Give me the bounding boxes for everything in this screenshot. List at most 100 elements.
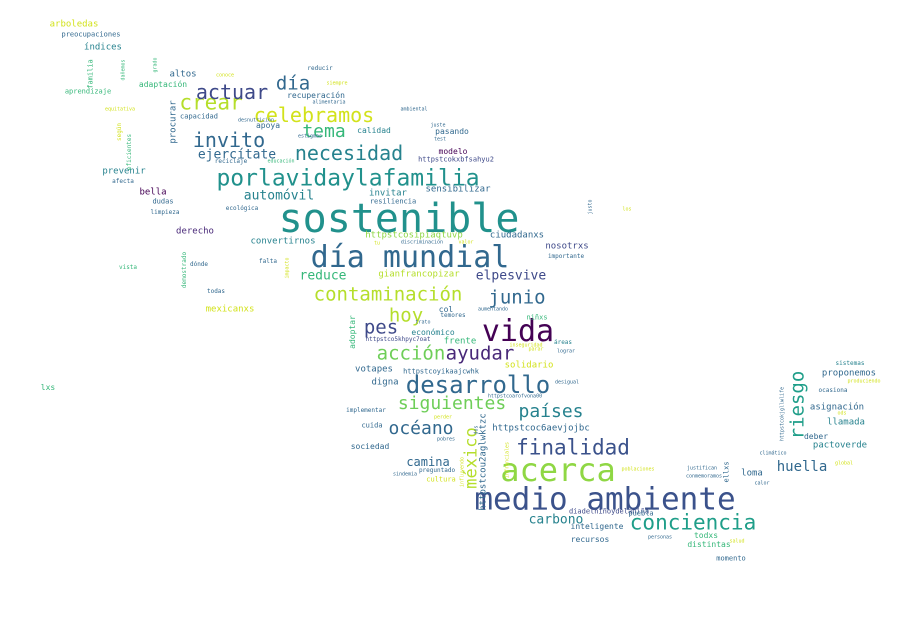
word-automovil: automóvil	[243, 188, 315, 204]
word-celebramos: celebramos	[253, 103, 375, 127]
word-diadelninoydelanina: diadelniñoydelaniña	[568, 507, 650, 516]
word-inseguridad: inseguridad	[509, 342, 543, 349]
word-adaptacion: adaptación	[138, 80, 188, 89]
word-ellxs: ellxs	[722, 461, 731, 483]
word-accion: acción	[376, 342, 446, 365]
word-lograr: lograr	[556, 348, 576, 355]
word-desarrollo: desarrollo	[405, 371, 551, 399]
word-familia: familia	[86, 59, 95, 89]
word-porlavidaylafamilia: porlavidaylafamilia	[216, 165, 480, 192]
word-preguntado: preguntado	[418, 467, 456, 474]
word-recursos: recursos	[570, 535, 610, 544]
word-valor: valor	[458, 239, 474, 246]
word-impacto: impacto	[284, 257, 291, 279]
word-calor: calor	[754, 480, 770, 487]
word-importante: importante	[547, 253, 585, 260]
word-desnutricion: desnutrición	[237, 117, 275, 124]
word-ayudar: ayudar	[445, 342, 515, 365]
word-momento: momento	[716, 554, 746, 563]
word-modelo: modelo	[438, 147, 468, 156]
word-junio: junio	[488, 286, 546, 309]
word-httpstcoyikaajcwhk: httpstcoyikaajcwhk	[403, 367, 479, 376]
word-inteligente: inteligente	[570, 522, 624, 531]
word-actuar: actuar	[195, 80, 269, 104]
word-indices: índices	[84, 42, 122, 53]
word-finalidad: finalidad	[516, 435, 630, 460]
word-puebla: puebla	[628, 509, 654, 518]
word-col: col	[438, 305, 454, 314]
word-gianfrancopizar: gianfrancopizar	[378, 269, 460, 280]
word-necesidad: necesidad	[294, 141, 404, 165]
word-economico: económico	[411, 328, 455, 337]
word-pobres: pobres	[436, 436, 456, 443]
word-hoy: hoy	[388, 304, 424, 327]
word-invito: invito	[192, 128, 266, 152]
word-global: global	[834, 460, 854, 467]
word-aumentando: aumentando	[477, 306, 509, 313]
word-danemos: dañemos	[120, 59, 127, 81]
word-paises: países	[518, 401, 584, 422]
word-juste: juste	[430, 122, 446, 129]
word-discriminacion: discriminación	[400, 239, 444, 246]
word-camina: camina	[406, 455, 450, 469]
word-conoce: conoce	[215, 72, 235, 79]
word-parar: parar	[528, 346, 544, 353]
word-todas: todas	[206, 288, 226, 295]
word-trato: trato	[415, 319, 431, 326]
word-solidario: solidario	[504, 360, 554, 371]
word-medio-ambiente: medio ambiente	[474, 481, 736, 518]
word-vista: vista	[118, 264, 138, 271]
word-frente: frente	[443, 336, 477, 347]
word-sensibilizar: sensibilizar	[425, 184, 491, 195]
word-tu: tu	[373, 240, 381, 247]
word-digna: digna	[371, 377, 399, 388]
word-vida: vida	[481, 314, 555, 349]
word-tema: tema	[302, 121, 346, 142]
word-ambiental: ambiental	[400, 106, 428, 113]
word-conciencia: conciencia	[629, 510, 757, 535]
word-preocupaciones: preocupaciones	[61, 30, 121, 39]
word-eficientes: eficientes	[126, 133, 133, 171]
word-huella: huella	[776, 459, 828, 475]
word-cuida: cuida	[361, 421, 383, 430]
word-demostrado: demostrado	[181, 251, 188, 289]
word-temores: temores	[440, 312, 466, 319]
word-influyendo: influyendo	[459, 456, 466, 488]
word-deber: deber	[803, 432, 829, 441]
word-conmemoramos: conmemoramos	[685, 473, 723, 480]
word-recuperacion: recuperación	[287, 91, 345, 100]
word-httpstcoarofvona00: httpstcoarofvona00	[487, 393, 543, 400]
word-loma: loma	[741, 468, 763, 479]
word-lxs: lxs	[40, 383, 56, 392]
word-dia-mundial: día mundial	[310, 240, 510, 275]
word-sistemas: sistemas	[835, 360, 865, 367]
word-capacidad: capacidad	[180, 112, 218, 121]
word-ecologica: ecológica	[225, 205, 259, 212]
word-falta: falta	[258, 258, 278, 265]
word-sindemia: sindemia	[392, 471, 418, 478]
word-donde: dónde	[189, 261, 209, 268]
word-produciendo: produciendo	[847, 378, 881, 385]
word-pes: pes	[363, 316, 399, 339]
word-grado: grado	[152, 57, 159, 73]
word-pasando: pasando	[435, 127, 469, 136]
word-httpstco5khpyc7oat: httpstco5khpyc7oat	[365, 336, 431, 343]
word-ciudadanxs: ciudadanxs	[489, 230, 545, 241]
word-distintas: distintas	[687, 540, 731, 549]
word-derecho: derecho	[176, 226, 214, 237]
word-ods: ods	[837, 410, 847, 417]
word-climatico: climático	[759, 450, 787, 457]
word-afecta: afecta	[112, 178, 134, 185]
word-adoptar: adoptar	[348, 315, 357, 349]
word-equitativa: equitativa	[104, 106, 136, 113]
word-dia: día	[275, 72, 311, 95]
word-altos: altos	[169, 69, 197, 80]
word-oceano: océano	[388, 418, 454, 439]
word-dudas: dudas	[152, 197, 174, 206]
word-dos: dos	[473, 425, 480, 435]
word-arboledas: arboledas	[49, 19, 99, 30]
word-areas: áreas	[553, 339, 573, 346]
word-convertirnos: convertirnos	[250, 236, 316, 247]
word-siempre: siempre	[326, 80, 348, 87]
